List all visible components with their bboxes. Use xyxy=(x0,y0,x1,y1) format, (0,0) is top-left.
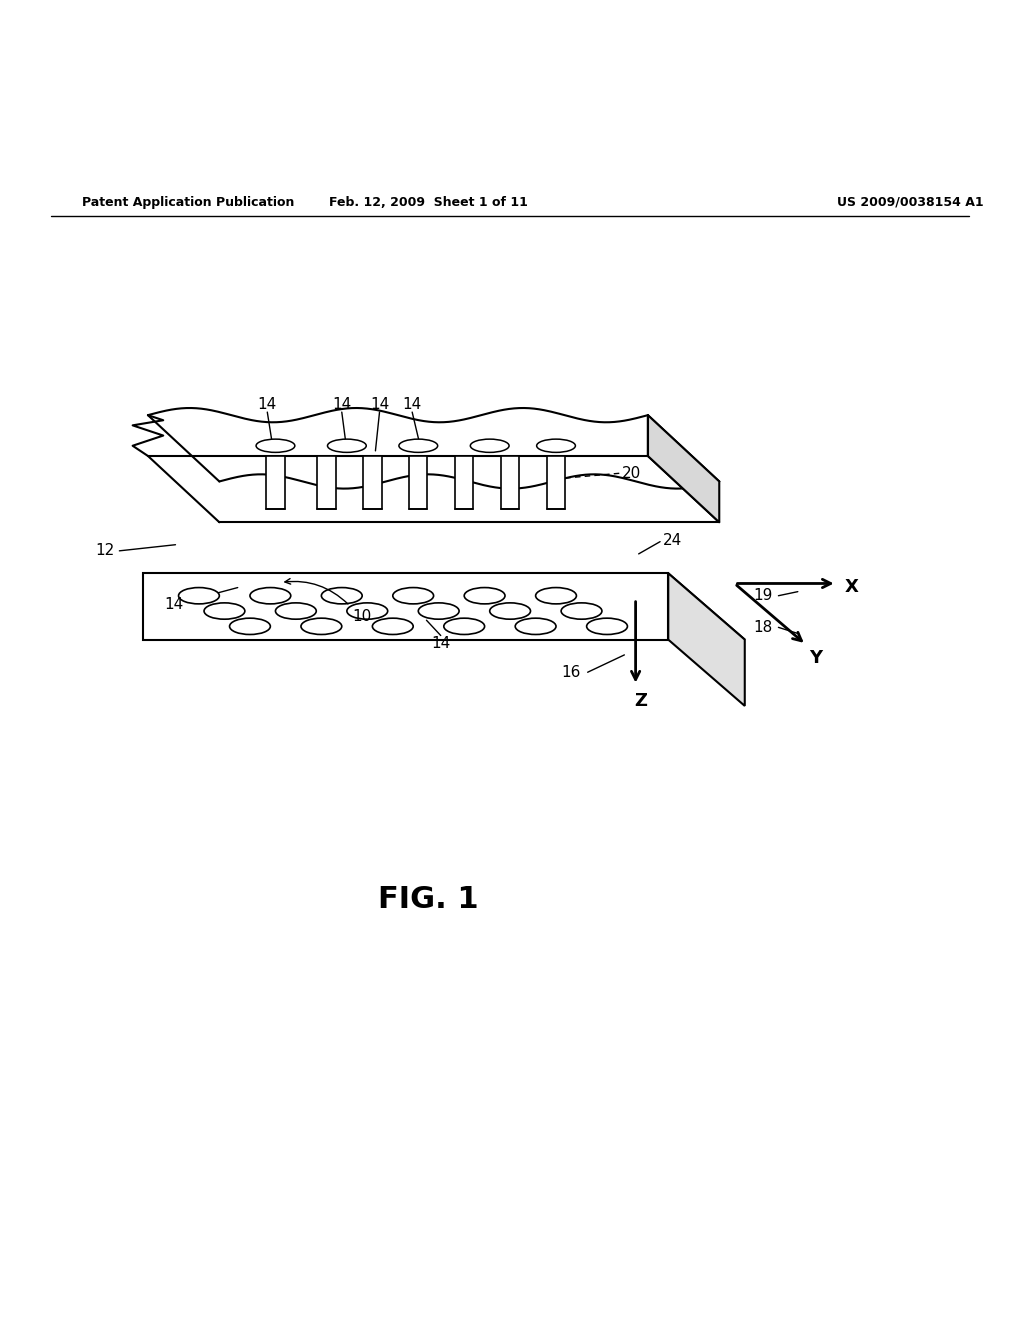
Polygon shape xyxy=(317,455,336,510)
Text: Y: Y xyxy=(810,649,822,667)
Polygon shape xyxy=(669,573,744,706)
Text: 14: 14 xyxy=(431,636,451,651)
Ellipse shape xyxy=(464,587,505,603)
Ellipse shape xyxy=(322,587,362,603)
Text: 12: 12 xyxy=(95,544,115,558)
Ellipse shape xyxy=(393,587,433,603)
Text: Feb. 12, 2009  Sheet 1 of 11: Feb. 12, 2009 Sheet 1 of 11 xyxy=(329,195,528,209)
Ellipse shape xyxy=(399,440,437,453)
Ellipse shape xyxy=(229,618,270,635)
Ellipse shape xyxy=(373,618,414,635)
Text: 14: 14 xyxy=(258,397,276,412)
Polygon shape xyxy=(501,455,519,510)
Ellipse shape xyxy=(250,587,291,603)
Polygon shape xyxy=(648,416,719,523)
Ellipse shape xyxy=(536,587,577,603)
Polygon shape xyxy=(364,455,382,510)
Text: 14: 14 xyxy=(370,397,389,412)
Ellipse shape xyxy=(515,618,556,635)
Text: 19: 19 xyxy=(753,589,772,603)
Ellipse shape xyxy=(328,440,367,453)
Polygon shape xyxy=(410,455,427,510)
Ellipse shape xyxy=(470,440,509,453)
Ellipse shape xyxy=(347,603,388,619)
Text: FIG. 1: FIG. 1 xyxy=(378,886,479,915)
Text: 14: 14 xyxy=(332,397,351,412)
Text: X: X xyxy=(845,578,859,595)
Text: US 2009/0038154 A1: US 2009/0038154 A1 xyxy=(837,195,983,209)
Ellipse shape xyxy=(301,618,342,635)
Ellipse shape xyxy=(418,603,459,619)
Ellipse shape xyxy=(587,618,628,635)
Ellipse shape xyxy=(443,618,484,635)
Ellipse shape xyxy=(256,440,295,453)
Text: 24: 24 xyxy=(664,533,682,548)
Ellipse shape xyxy=(561,603,602,619)
Ellipse shape xyxy=(204,603,245,619)
Polygon shape xyxy=(547,455,565,510)
Text: Patent Application Publication: Patent Application Publication xyxy=(82,195,294,209)
Ellipse shape xyxy=(178,587,219,603)
Text: 10: 10 xyxy=(352,609,372,623)
Text: 14: 14 xyxy=(402,397,422,412)
Ellipse shape xyxy=(537,440,575,453)
Polygon shape xyxy=(266,455,285,510)
Text: 18: 18 xyxy=(753,620,772,635)
Polygon shape xyxy=(142,573,744,640)
Text: 16: 16 xyxy=(561,665,581,680)
Text: 14: 14 xyxy=(164,598,183,612)
Ellipse shape xyxy=(275,603,316,619)
Ellipse shape xyxy=(489,603,530,619)
Text: Z: Z xyxy=(634,692,647,710)
Text: 20: 20 xyxy=(623,466,642,480)
Polygon shape xyxy=(142,573,669,640)
Polygon shape xyxy=(455,455,473,510)
